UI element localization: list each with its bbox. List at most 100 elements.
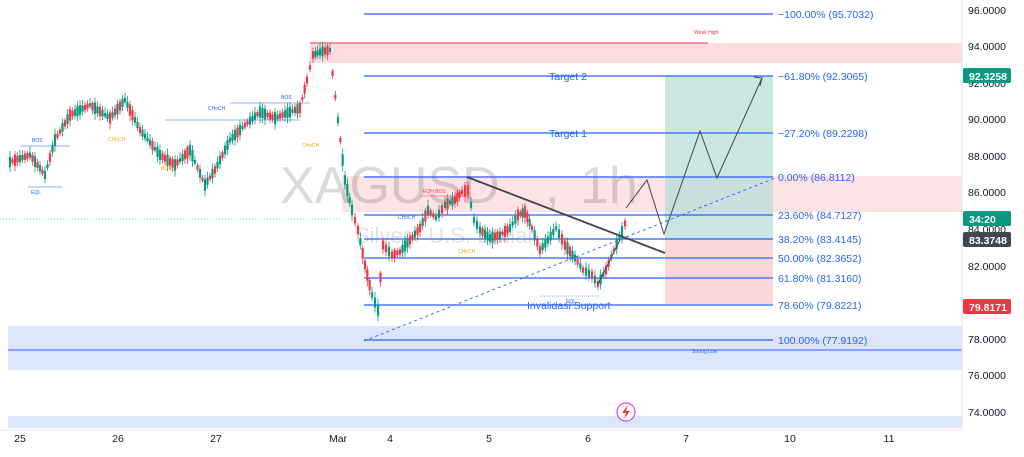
candle-body (66, 114, 69, 124)
candle-body (526, 212, 529, 223)
tradingview-bolt-icon[interactable] (616, 402, 636, 422)
candle-body (246, 121, 249, 125)
candle-body (153, 147, 157, 151)
candle-body (178, 158, 182, 162)
candle-body (533, 230, 536, 241)
candle-body (373, 297, 377, 308)
candle-body (323, 47, 327, 55)
candle-body (8, 156, 12, 168)
fib-level-label: −61.80% (92.3065) (778, 71, 868, 83)
candle-body (43, 170, 47, 180)
watermark-timeframe-value: 1h (580, 157, 638, 215)
time-tick-label: 5 (486, 433, 492, 445)
candle-body (173, 159, 177, 171)
candle-body (296, 104, 299, 114)
ascending-trendline[interactable] (363, 177, 776, 342)
candle-body (363, 260, 367, 270)
candle-body (331, 70, 334, 76)
time-axis-ticks[interactable]: 25 26 27 Mar 4 5 6 7 10 11 (14, 433, 894, 445)
candle-body (293, 106, 297, 114)
candle-body (501, 231, 504, 235)
candle-body (486, 231, 489, 241)
time-tick-label: 27 (210, 433, 222, 445)
candle-body (316, 50, 319, 56)
descending-trendline[interactable] (466, 176, 666, 254)
candle-body (353, 216, 357, 224)
candle-body (314, 51, 317, 57)
demand-zone-bottom (8, 416, 962, 428)
candle-body (181, 153, 184, 162)
candle-body (472, 217, 476, 223)
candle-body (563, 240, 567, 250)
candle-body (51, 144, 54, 153)
candle-body (196, 165, 199, 170)
candle-body (411, 234, 414, 240)
candle-body (488, 234, 492, 242)
candle-body (541, 243, 544, 251)
candle-body (236, 127, 239, 138)
candle-body (366, 269, 369, 281)
time-tick-label: 7 (683, 433, 689, 445)
candle-body (258, 106, 262, 118)
candlesticks (8, 41, 627, 322)
candle-body (544, 238, 547, 248)
choch-label-lower2: CHoCH (458, 249, 476, 255)
candle-body (106, 113, 109, 119)
candle-body (31, 154, 34, 162)
candle-body (453, 196, 457, 204)
candle-body (201, 177, 204, 181)
candle-body (276, 114, 279, 120)
eql-label-left: EQL (31, 190, 41, 196)
choch-label-lower: CHoCH (398, 215, 416, 221)
candle-body (56, 133, 59, 138)
candle-body (584, 267, 588, 276)
candle-body (493, 232, 497, 241)
candle-body (131, 109, 134, 121)
candle-body (133, 117, 137, 123)
candle-body (491, 231, 494, 243)
candle-body (460, 189, 464, 195)
candle-body (206, 177, 209, 185)
candle-body (334, 94, 337, 99)
candle-body (213, 166, 217, 174)
candle-body (98, 106, 102, 117)
candle-body (186, 146, 189, 159)
candle-body (530, 225, 534, 231)
candle-body (271, 114, 274, 120)
time-tick-label: 6 (585, 433, 591, 445)
candle-body (552, 228, 555, 236)
candle-body (278, 113, 282, 119)
candle-body (560, 234, 564, 245)
candle-body (590, 271, 594, 279)
candle-body (612, 248, 616, 252)
candle-body (398, 249, 402, 255)
candle-body (311, 51, 315, 59)
candle-body (437, 209, 441, 218)
price-tick-label: 82.0000 (968, 261, 1006, 273)
time-tick-label: 4 (387, 433, 393, 445)
candle-body (263, 108, 267, 120)
candle-body (218, 155, 222, 165)
candle-body (71, 110, 74, 117)
fibonacci-levels[interactable]: −100.00% (95.7032) −61.80% (92.3065) −27.2… (8, 9, 962, 351)
candle-body (248, 116, 252, 125)
candle-body (341, 154, 344, 166)
candle-body (266, 112, 269, 118)
candle-body (604, 265, 608, 275)
candle-body (18, 154, 22, 163)
candle-body (368, 279, 371, 291)
candle-body (370, 292, 374, 298)
candle-body (103, 113, 107, 117)
candle-body (298, 102, 302, 114)
candle-body (108, 112, 112, 124)
candle-body (350, 204, 354, 216)
candle-body (408, 235, 412, 245)
candle-body (243, 122, 247, 128)
candle-body (503, 226, 507, 237)
candle-body (579, 263, 582, 269)
price-tag-label: 92.3258 (969, 71, 1007, 83)
candle-body (390, 251, 394, 259)
candle-body (348, 196, 351, 204)
